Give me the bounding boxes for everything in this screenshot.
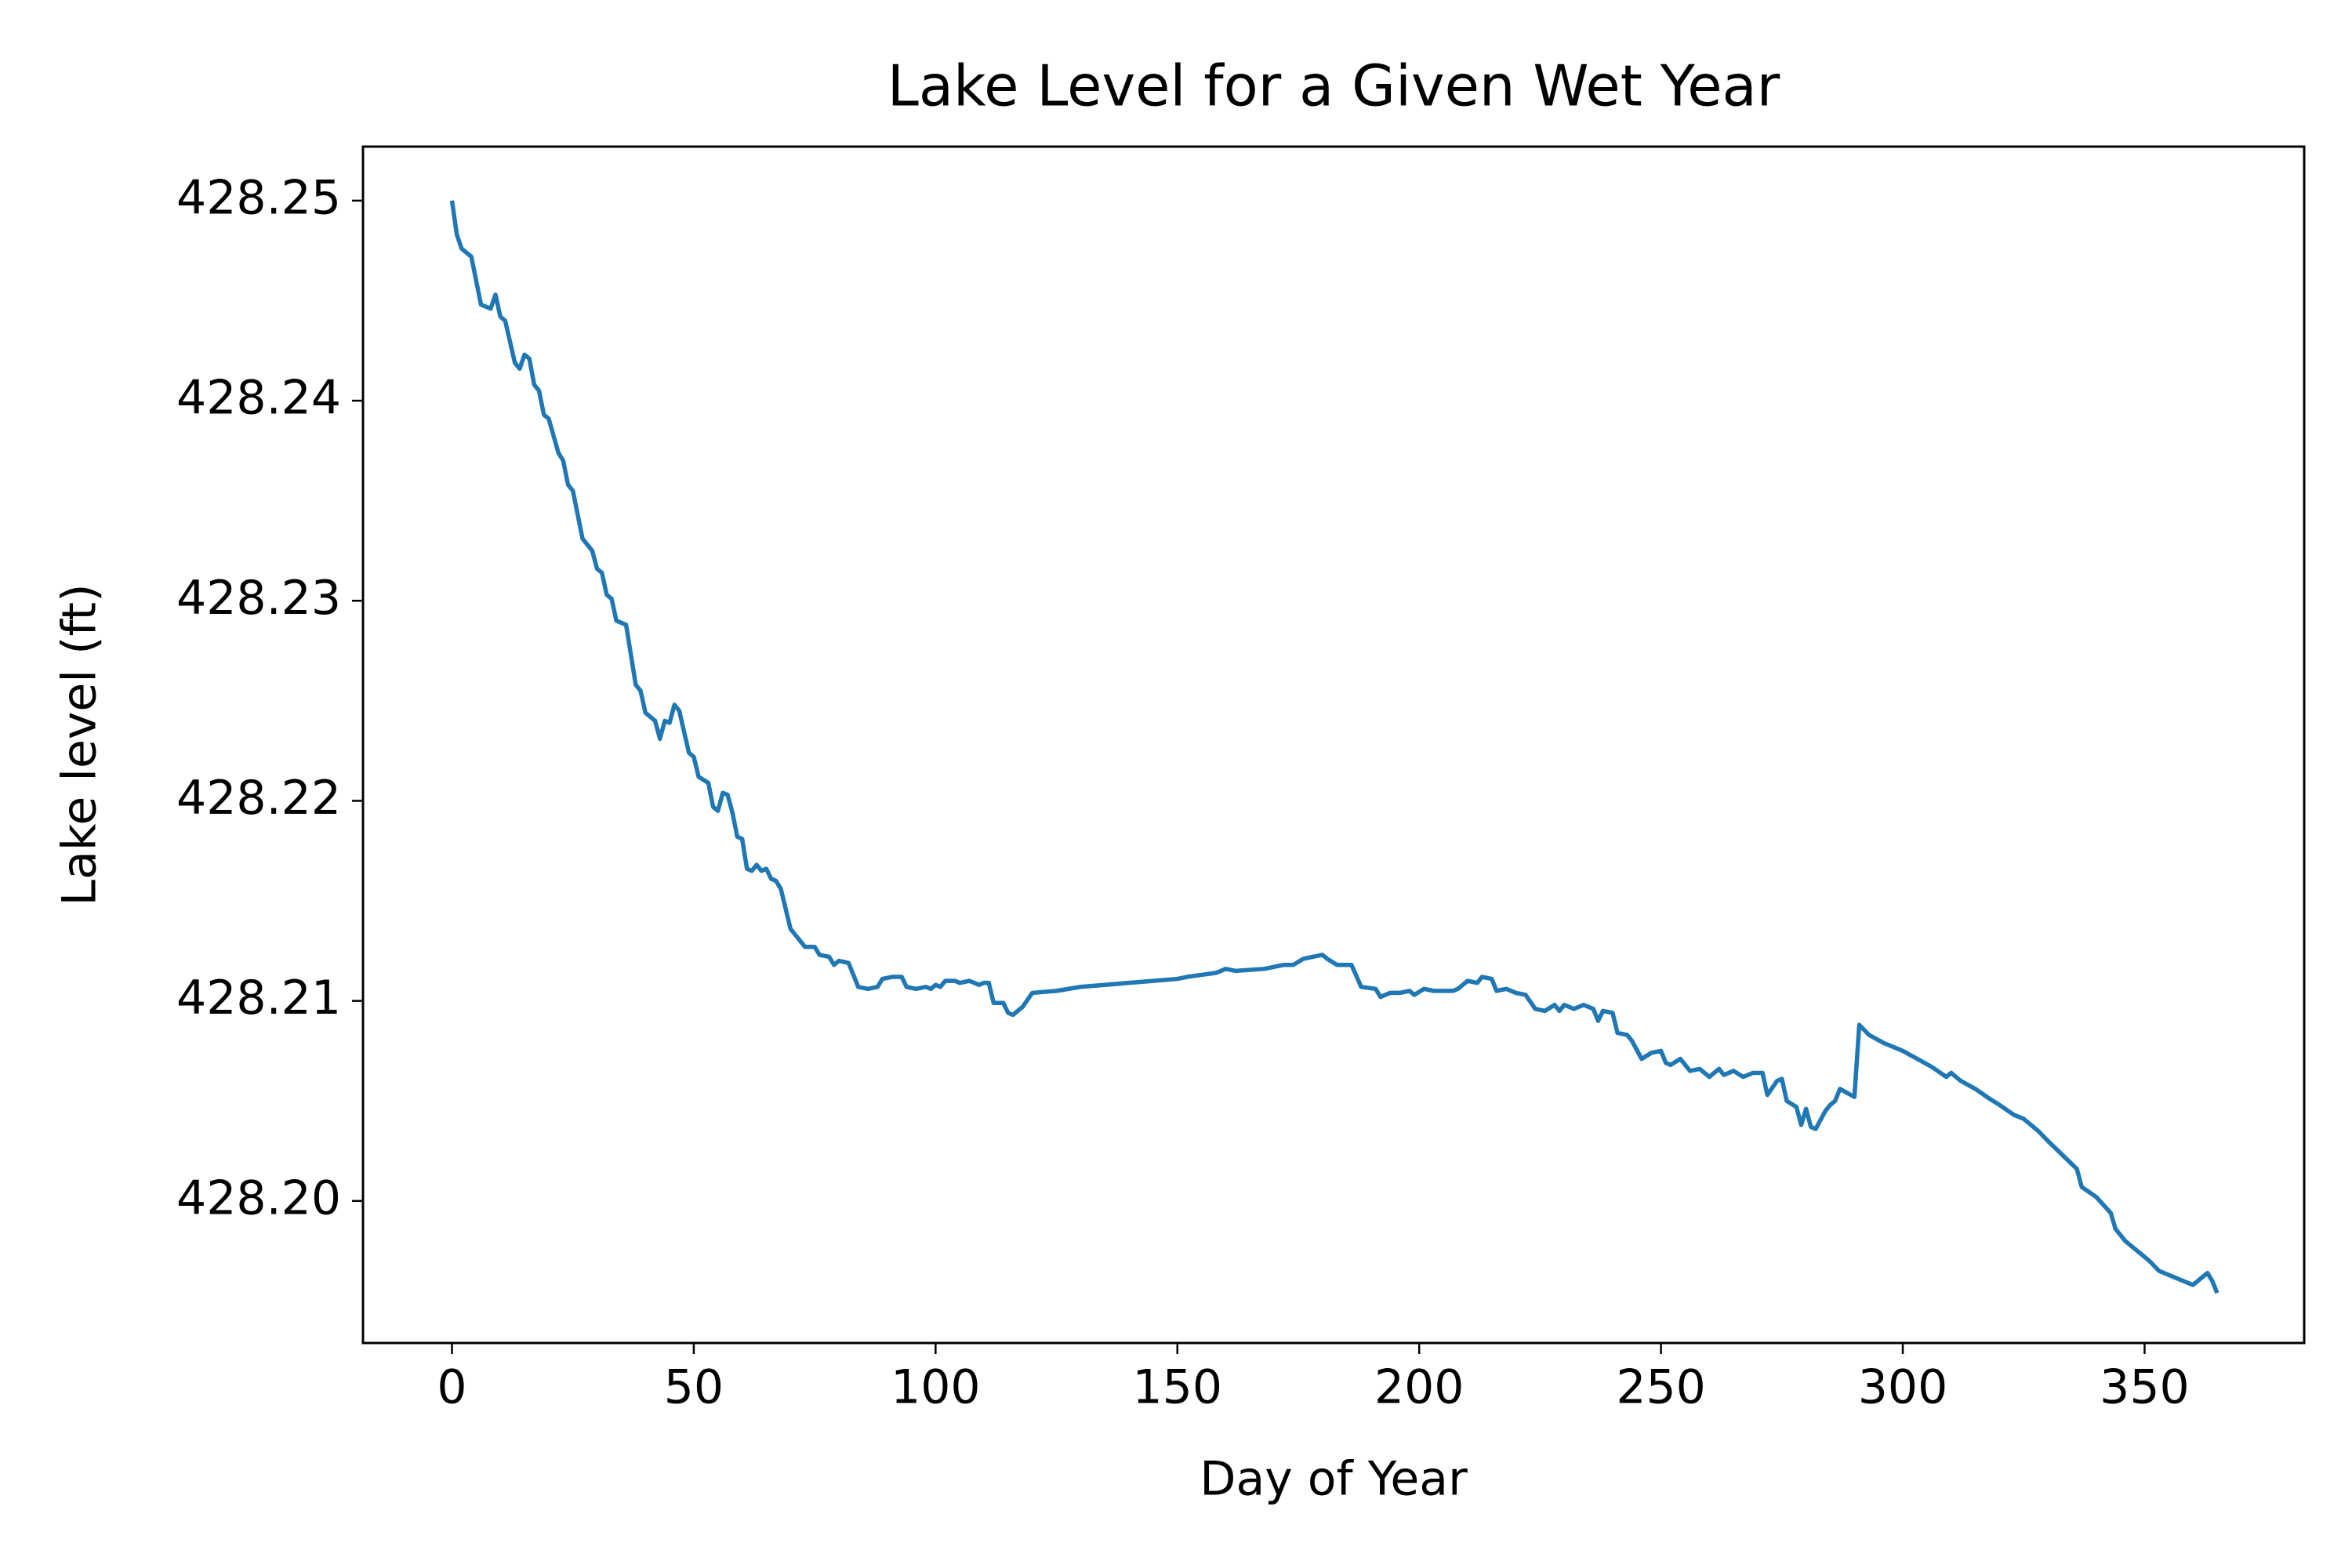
y-tick-label: 428.22 [176, 771, 341, 826]
plot-frame [361, 145, 2306, 1345]
x-axis-label: Day of Year [1200, 1452, 1468, 1507]
x-tick-label: 100 [891, 1360, 981, 1415]
y-tick-label: 428.25 [176, 170, 341, 225]
data-line [449, 200, 2220, 1294]
x-tick-label: 200 [1374, 1360, 1465, 1415]
chart-title: Lake Level for a Given Wet Year [887, 53, 1780, 119]
x-tick-label: 50 [664, 1360, 724, 1415]
y-tick-label: 428.20 [176, 1171, 341, 1225]
y-axis-label: Lake level (ft) [53, 584, 107, 906]
y-tick-label: 428.23 [176, 571, 341, 626]
x-tick-label: 150 [1132, 1360, 1222, 1415]
x-tick-label: 350 [2100, 1360, 2190, 1415]
y-tick-label: 428.21 [176, 971, 341, 1025]
x-tick-label: 300 [1858, 1360, 1948, 1415]
y-tick-label: 428.24 [176, 371, 341, 426]
x-tick-label: 0 [437, 1360, 466, 1415]
x-tick-label: 250 [1616, 1360, 1706, 1415]
